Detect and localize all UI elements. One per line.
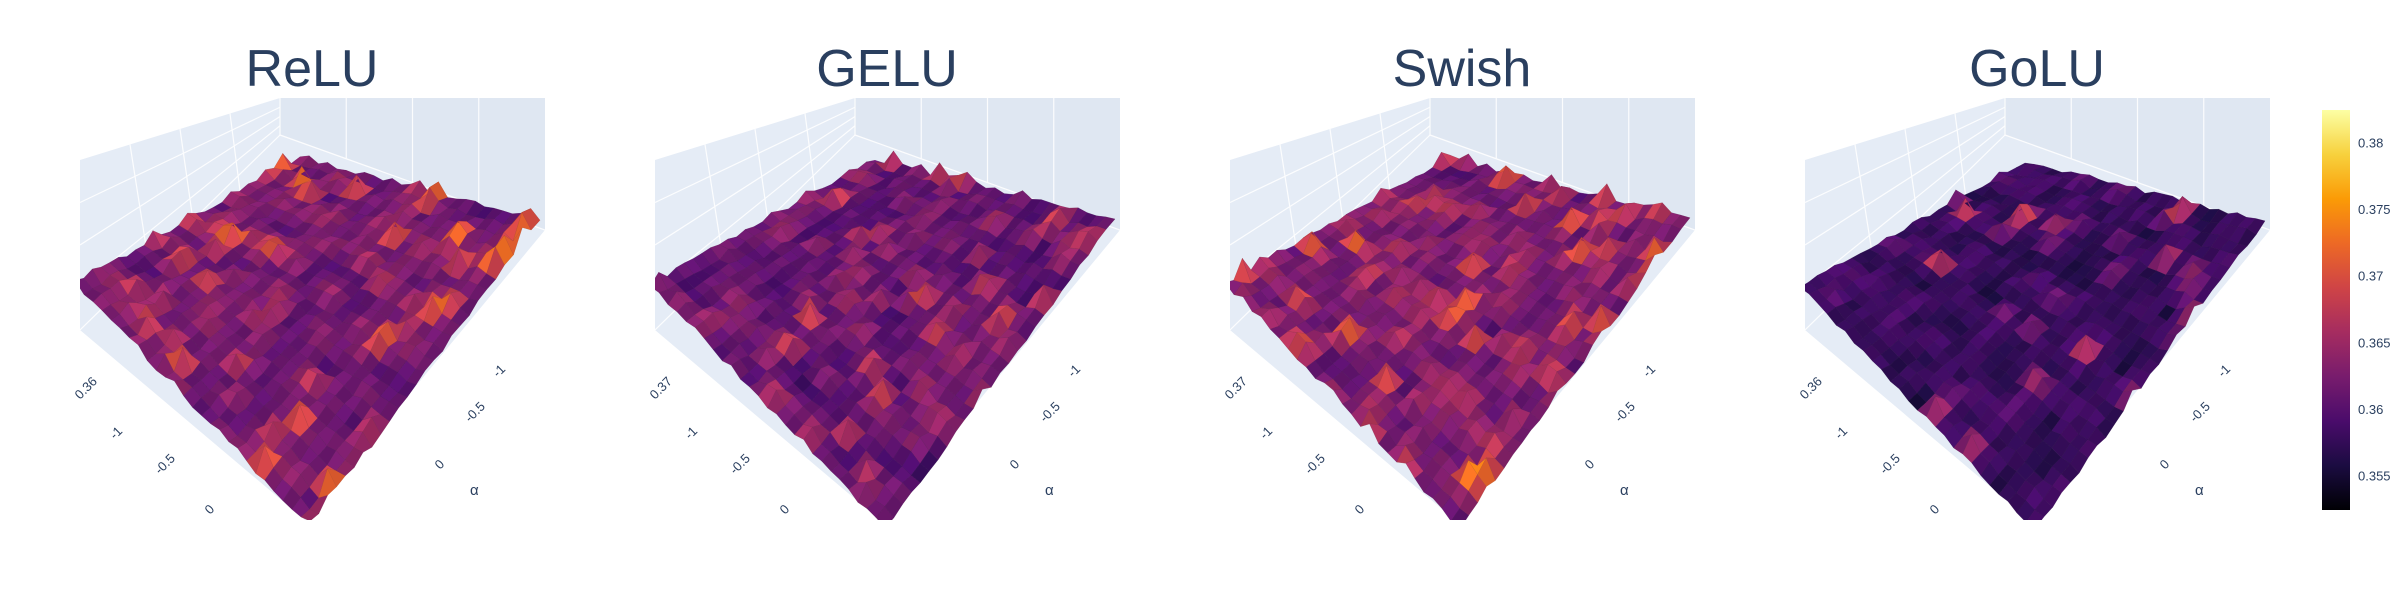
alpha-tick-label: -1: [1065, 361, 1084, 380]
surface: [655, 150, 1116, 520]
surface: [1805, 162, 2266, 520]
z-tick-label: 0.37: [647, 374, 676, 403]
alpha-tick-label: -0.5: [462, 399, 488, 425]
alpha-tick-label: -1: [2215, 361, 2234, 380]
y-tick-label: -0.5: [1877, 451, 1903, 477]
y-tick-label: 0: [777, 501, 793, 517]
surface-scene: [1805, 98, 2270, 520]
y-tick-label: 0: [202, 501, 218, 517]
y-tick-label: 0: [1927, 501, 1943, 517]
colorbar-tick-label: 0.355: [2358, 469, 2391, 484]
z-tick-label: 0.37: [1222, 374, 1251, 403]
panel-golu: GoLU-1-0.50-1-0.500.36α: [1797, 40, 2270, 520]
y-tick-label: -0.5: [1302, 451, 1328, 477]
alpha-tick-label: -1: [1640, 361, 1659, 380]
z-tick-label: 0.36: [1797, 374, 1826, 403]
y-tick-label: -0.5: [727, 451, 753, 477]
y-tick-label: -1: [682, 423, 701, 442]
y-tick-label: -1: [1832, 423, 1851, 442]
panel-title: GoLU: [1969, 40, 2105, 98]
panel-title: Swish: [1393, 40, 1532, 98]
alpha-axis-title: α: [1620, 482, 1629, 499]
surface-scene: [655, 98, 1120, 520]
colorbar-tick-label: 0.36: [2358, 402, 2383, 417]
alpha-tick-label: -1: [490, 361, 509, 380]
alpha-tick-label: 0: [432, 456, 448, 472]
surface: [80, 153, 541, 520]
alpha-axis-title: α: [1045, 482, 1054, 499]
surface: [1230, 152, 1691, 520]
surface-cell: [1096, 216, 1116, 230]
alpha-tick-label: 0: [2157, 456, 2173, 472]
panel-title: ReLU: [246, 40, 379, 98]
y-tick-label: -0.5: [152, 451, 178, 477]
alpha-tick-label: 0: [1582, 456, 1598, 472]
y-tick-label: 0: [1352, 501, 1368, 517]
surface-scene: [1230, 98, 1695, 520]
colorbar: 0.355 0.36 0.365 0.37 0.375 0.38: [2322, 110, 2391, 510]
colorbar-tick-label: 0.38: [2358, 135, 2383, 150]
z-tick-label: 0.36: [72, 374, 101, 403]
surface-cell: [1671, 214, 1691, 230]
y-tick-label: -1: [107, 423, 126, 442]
surface-cell: [521, 208, 541, 231]
surface-cell: [2246, 218, 2266, 235]
panel-gelu: GELU-1-0.50-1-0.500.37α: [647, 40, 1120, 520]
alpha-axis-title: α: [470, 482, 479, 499]
panel-title: GELU: [816, 40, 958, 98]
alpha-axis-title: α: [2195, 482, 2204, 499]
surface-panels: ReLU-1-0.50-1-0.500.36αGELU-1-0.50-1-0.5…: [72, 40, 2270, 520]
y-tick-label: -1: [1257, 423, 1276, 442]
colorbar-tick-label: 0.375: [2358, 202, 2391, 217]
alpha-tick-label: 0: [1007, 456, 1023, 472]
alpha-tick-label: -0.5: [1612, 399, 1638, 425]
colorbar-tick-label: 0.365: [2358, 335, 2391, 350]
colorbar-gradient: [2322, 110, 2350, 510]
surface-scene: [80, 98, 545, 520]
colorbar-tick-label: 0.37: [2358, 269, 2383, 284]
panel-relu: ReLU-1-0.50-1-0.500.36α: [72, 40, 545, 520]
alpha-tick-label: -0.5: [2187, 399, 2213, 425]
alpha-tick-label: -0.5: [1037, 399, 1063, 425]
panel-swish: Swish-1-0.50-1-0.500.37α: [1222, 40, 1695, 520]
